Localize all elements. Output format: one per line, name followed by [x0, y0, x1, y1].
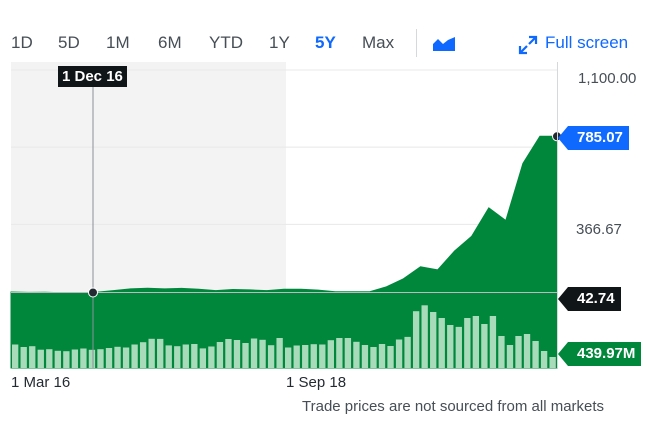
- volume-bar: [233, 340, 241, 368]
- range-6m-button[interactable]: 6M: [158, 33, 182, 52]
- volume-bar: [114, 346, 121, 368]
- y-tick-label: 1,100.00: [578, 70, 637, 87]
- volume-bar: [88, 349, 96, 368]
- volume-bar: [310, 344, 317, 368]
- volume-bar: [157, 338, 164, 368]
- volume-bar: [97, 349, 104, 368]
- volume-bar: [122, 347, 130, 368]
- volume-bar: [191, 344, 198, 368]
- range-1d-button[interactable]: 1D: [11, 33, 33, 52]
- volume-bar: [540, 351, 548, 368]
- volume-bar: [344, 338, 352, 368]
- volume-bar: [464, 318, 471, 368]
- volume-bar: [395, 339, 403, 368]
- volume-bar: [37, 349, 44, 368]
- last-price-tag: 785.07: [558, 126, 629, 150]
- volume-bar: [148, 338, 155, 368]
- volume-bar: [276, 338, 283, 368]
- volume-bar: [370, 347, 377, 368]
- volume-bar: [105, 348, 113, 368]
- volume-bar: [302, 345, 309, 368]
- range-1m-button[interactable]: 1M: [106, 33, 130, 52]
- volume-bar: [489, 316, 497, 368]
- volume-bar: [404, 336, 411, 368]
- volume-bar: [353, 341, 360, 368]
- volume-bar: [387, 346, 394, 368]
- volume-bar: [29, 346, 36, 368]
- volume-bar: [54, 350, 61, 368]
- crosshair-point: [88, 287, 98, 298]
- volume-bar: [20, 347, 27, 368]
- price-chart[interactable]: [0, 62, 649, 374]
- range-ytd-button[interactable]: YTD: [209, 33, 243, 52]
- volume-bar: [12, 344, 19, 368]
- volume-bar: [225, 339, 232, 368]
- area-chart-icon[interactable]: [432, 36, 456, 52]
- range-1y-button[interactable]: 1Y: [269, 33, 290, 52]
- crosshair-date-label: 1 Dec 16: [58, 66, 127, 87]
- volume-bar: [285, 347, 292, 368]
- volume-bar: [481, 324, 488, 368]
- volume-bar: [498, 336, 505, 368]
- volume-bar: [199, 348, 207, 368]
- volume-bar: [165, 345, 172, 368]
- volume-bar: [46, 349, 53, 368]
- range-5y-button[interactable]: 5Y: [315, 33, 336, 52]
- volume-bar: [506, 345, 514, 368]
- volume-bar: [532, 341, 539, 368]
- volume-bar: [336, 338, 343, 368]
- volume-bar: [216, 342, 224, 368]
- volume-bar: [327, 340, 334, 368]
- footnote: Trade prices are not sourced from all ma…: [302, 398, 605, 415]
- volume-bar: [174, 346, 181, 368]
- range-max-button[interactable]: Max: [362, 33, 395, 52]
- volume-bar: [421, 305, 428, 368]
- volume-bar: [80, 348, 87, 368]
- range-5d-button[interactable]: 5D: [58, 33, 80, 52]
- volume-bar: [293, 345, 300, 368]
- volume-bar: [139, 342, 147, 368]
- volume-bar: [182, 344, 189, 368]
- chart-toolbar: 1D 5D 1M 6M YTD 1Y 5Y Max Full screen: [0, 0, 649, 62]
- full-screen-label: Full screen: [545, 33, 629, 52]
- volume-bar: [430, 312, 437, 368]
- volume-bar: [447, 325, 454, 368]
- volume-bar: [259, 339, 266, 368]
- toolbar-divider: [416, 29, 417, 57]
- volume-bar: [361, 345, 369, 368]
- volume-bar: [250, 338, 258, 368]
- volume-bar: [523, 334, 531, 368]
- x-tick-label: 1 Mar 16: [11, 374, 71, 391]
- volume-bar: [131, 344, 138, 368]
- cursor-price-tag: 42.74: [558, 287, 621, 311]
- volume-bar: [455, 326, 462, 368]
- expand-arrows-icon: [518, 35, 538, 55]
- volume-bar: [319, 344, 326, 368]
- volume-bar: [267, 345, 275, 368]
- volume-bar: [63, 351, 70, 368]
- volume-tag: 439.97M: [557, 342, 642, 366]
- volume-bar: [71, 349, 79, 368]
- volume-bar: [549, 357, 556, 368]
- volume-bar: [378, 344, 386, 368]
- x-tick-label: 1 Sep 18: [286, 374, 347, 391]
- volume-bar: [412, 311, 420, 368]
- volume-bar: [438, 318, 445, 368]
- volume-bar: [472, 316, 480, 368]
- volume-bar: [242, 343, 249, 368]
- volume-bar: [515, 336, 522, 368]
- y-tick-label: 366.67: [576, 221, 622, 238]
- volume-bar: [208, 346, 215, 368]
